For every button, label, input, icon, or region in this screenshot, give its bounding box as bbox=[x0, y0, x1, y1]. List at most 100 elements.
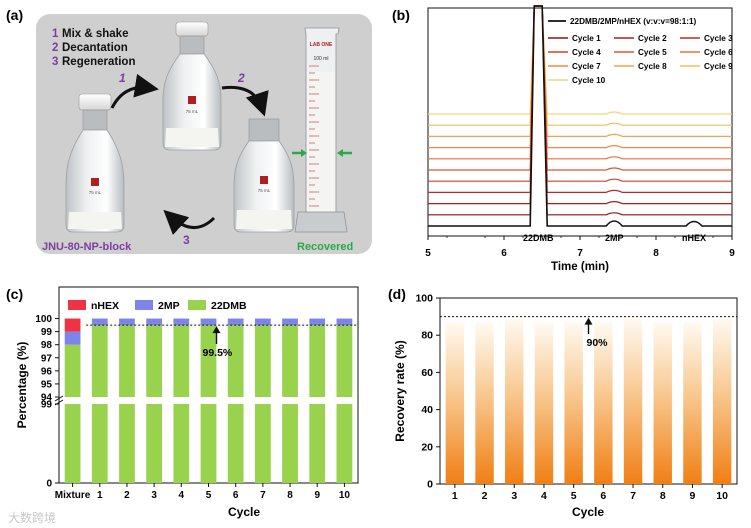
panel-b-label: (b) bbox=[392, 7, 410, 23]
axes: 0 20 40 60 80 100 1 2 3 4 5 6 7 8 9 10 bbox=[415, 293, 728, 503]
bars bbox=[440, 316, 737, 484]
bar-2mp bbox=[336, 318, 353, 326]
y-axis-label: Percentage (%) bbox=[15, 342, 29, 429]
bar-2mp bbox=[227, 318, 244, 326]
bar bbox=[445, 322, 465, 484]
bar-2mp bbox=[254, 318, 271, 326]
x-tick-label: 5 bbox=[571, 490, 577, 502]
adsorbent-pellets bbox=[236, 210, 292, 229]
x-tick-label: 1 bbox=[97, 490, 103, 501]
legend-item: Cycle 8 bbox=[638, 62, 667, 71]
bar-2mp bbox=[173, 318, 190, 326]
panel-c-label: (c) bbox=[6, 286, 23, 302]
trace-22dmb-2mp-nhex-v-v-v-98-1-1- bbox=[428, 5, 732, 227]
bar-22dmb-lower bbox=[119, 404, 135, 483]
arrow-3-number: 3 bbox=[183, 233, 190, 247]
legend-item: Cycle 9 bbox=[704, 62, 733, 71]
legend-item: Cycle 2 bbox=[638, 34, 667, 43]
right-caption: Recovered bbox=[297, 241, 353, 253]
panel-d: (d) 0 20 40 60 80 100 1 2 3 4 5 6 7 8 9 10 90% Cycle Re… bbox=[388, 286, 738, 519]
peak-labels: 22DMB 2MP nHEX bbox=[523, 233, 706, 243]
bar-2mp bbox=[146, 318, 163, 326]
bar bbox=[505, 318, 524, 484]
bar-22dmb-lower bbox=[254, 404, 271, 483]
legend-item: Cycle 4 bbox=[572, 48, 601, 57]
bar-2mp bbox=[200, 318, 217, 326]
plot-frame bbox=[439, 297, 738, 485]
bar-22dmb-lower bbox=[173, 404, 190, 483]
y-tick-label: 98 bbox=[41, 340, 53, 351]
legend-item: Cycle 6 bbox=[704, 48, 733, 57]
legend-swatch bbox=[188, 300, 206, 310]
y-tick-label: 96 bbox=[41, 366, 53, 377]
bar bbox=[564, 322, 583, 484]
x-tick-label: 4 bbox=[179, 490, 185, 501]
bottle-volume-text: 75 mL bbox=[258, 188, 271, 193]
level-arrowhead-left bbox=[301, 149, 307, 157]
bottle-logo bbox=[91, 178, 99, 186]
cylinder-base bbox=[294, 211, 348, 233]
step-1-number: 1 bbox=[52, 28, 59, 40]
trace-cycle-4 bbox=[428, 5, 732, 182]
legend-item: nHEX bbox=[91, 300, 119, 312]
stacked-bars bbox=[54, 318, 358, 483]
bottle-logo bbox=[188, 96, 196, 104]
annotation-arrowhead bbox=[584, 317, 593, 325]
x-axis-label: Cycle bbox=[228, 505, 260, 519]
process-arrow-1 bbox=[110, 73, 159, 109]
x-tick-label: 9 bbox=[690, 490, 696, 502]
y-tick-label: 94 bbox=[41, 393, 53, 404]
bottle-right: 75 mL bbox=[233, 118, 295, 233]
step-1-text: Mix & shake bbox=[62, 28, 128, 40]
x-tick-label: 4 bbox=[541, 490, 547, 502]
bar bbox=[623, 318, 643, 484]
step-3-number: 3 bbox=[52, 56, 58, 68]
legend-item: Cycle 10 bbox=[572, 76, 606, 85]
step-2-text: Decantation bbox=[62, 42, 128, 54]
bottle-volume-text: 75 mL bbox=[89, 190, 102, 195]
level-arrowhead-right bbox=[337, 149, 343, 157]
annotation: 99.5% bbox=[203, 326, 233, 359]
y-tick-label: 20 bbox=[421, 441, 433, 453]
y-tick-label: 40 bbox=[421, 404, 433, 416]
bar-2mp bbox=[64, 331, 81, 345]
y-tick-label: 99 bbox=[41, 400, 53, 411]
step-2-number: 2 bbox=[52, 42, 58, 54]
x-tick-label: 9 bbox=[729, 248, 735, 259]
bar-22dmb-lower bbox=[64, 404, 81, 483]
x-tick-label: 3 bbox=[511, 490, 517, 502]
axis-break-gap bbox=[60, 397, 357, 404]
legend-swatch bbox=[68, 300, 86, 310]
x-tick-label: 7 bbox=[260, 490, 266, 501]
x-tick-label: Mixture bbox=[55, 490, 91, 501]
peak-label: nHEX bbox=[682, 233, 706, 243]
legend-item: Cycle 5 bbox=[638, 48, 667, 57]
x-tick-label: 9 bbox=[314, 490, 320, 501]
y-tick-label: 97 bbox=[41, 353, 53, 364]
axis-break-mark bbox=[54, 395, 64, 402]
cylinder-ticks bbox=[309, 65, 319, 207]
x-axis: 5 6 7 8 9 bbox=[425, 236, 735, 259]
trace-cycle-5 bbox=[428, 5, 732, 171]
x-tick-label: 6 bbox=[501, 248, 507, 259]
annotation-arrowhead bbox=[212, 326, 221, 334]
panel-a: (a) 1 Mix & shake 2 Decantation 3 Regene… bbox=[6, 7, 372, 254]
legend: nHEX 2MP 22DMB bbox=[68, 300, 247, 312]
annotation-text: 99.5% bbox=[203, 347, 233, 359]
legend-item: 22DMB bbox=[211, 300, 247, 312]
bottle-cap bbox=[78, 93, 112, 111]
bottle-thread bbox=[179, 35, 205, 55]
legend-swatch bbox=[135, 300, 153, 310]
legend-header: 22DMB/2MP/nHEX (v:v:v=98:1:1) bbox=[570, 17, 697, 26]
y-tick-label: 0 bbox=[46, 479, 52, 490]
bar bbox=[683, 322, 702, 484]
cylinder-liquid bbox=[307, 72, 335, 212]
arrow-1-number: 1 bbox=[119, 71, 126, 85]
y-tick-label: 100 bbox=[415, 293, 433, 305]
annotation: 90% bbox=[584, 317, 608, 349]
bar-22dmb-lower bbox=[227, 404, 244, 483]
x-tick-label: 2 bbox=[482, 490, 488, 502]
bar-22dmb bbox=[309, 325, 326, 397]
x-tick-label: 7 bbox=[577, 248, 583, 259]
